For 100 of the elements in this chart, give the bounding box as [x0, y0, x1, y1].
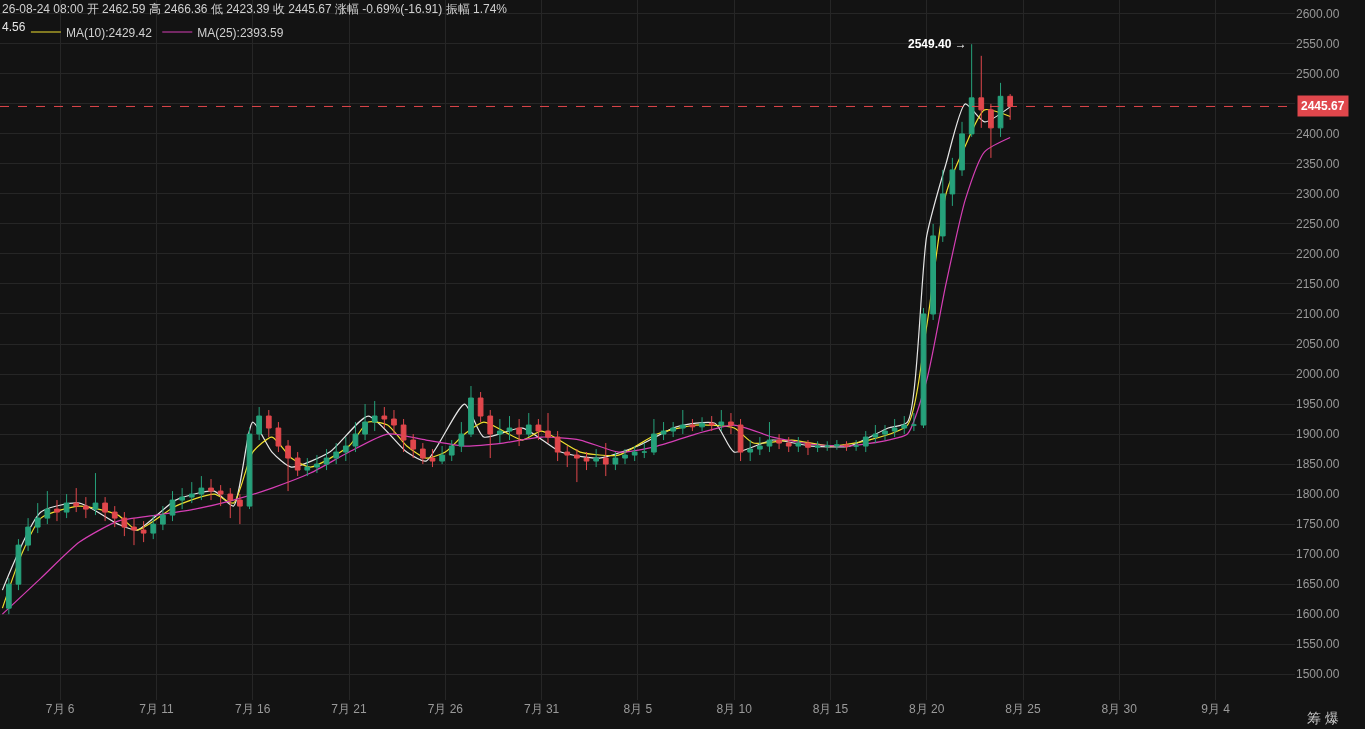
- candlestick: [102, 496, 108, 522]
- candlestick: [756, 436, 763, 456]
- candlestick: [997, 82, 1004, 138]
- annotation: 2549.40 →: [908, 37, 967, 51]
- candlestick: [901, 415, 908, 435]
- candlestick: [679, 409, 686, 435]
- y-tick-label: 2600.00: [1296, 7, 1340, 22]
- x-tick-label: 9月 4: [1201, 702, 1231, 716]
- candlestick: [429, 448, 436, 468]
- candlestick: [651, 418, 657, 456]
- candlestick: [34, 502, 41, 534]
- candlestick: [25, 517, 31, 552]
- candlestick: [448, 439, 455, 462]
- candlestick: [227, 487, 234, 519]
- x-tick-label: 8月 25: [1005, 702, 1041, 716]
- candlestick: [140, 520, 147, 543]
- y-tick-label: 1700.00: [1296, 547, 1340, 562]
- candlestick: [198, 475, 205, 501]
- x-tick-label: 7月 26: [427, 702, 464, 716]
- candlestick: [814, 440, 821, 453]
- candlestick: [111, 505, 118, 528]
- y-tick-label: 1600.00: [1296, 607, 1340, 622]
- y-tick-label: 1650.00: [1296, 577, 1340, 592]
- candlestick: [44, 490, 51, 525]
- candlestick: [939, 169, 946, 243]
- candlestick: [150, 514, 157, 540]
- candlestick: [497, 418, 503, 444]
- candlestick: [333, 442, 340, 465]
- candlestick: [419, 442, 426, 465]
- candlestick: [82, 496, 89, 519]
- x-tick-label: 7月 11: [139, 702, 175, 716]
- candlestick: [285, 439, 291, 492]
- candlestick: [391, 409, 397, 435]
- x-tick-label: 7月 6: [45, 702, 75, 716]
- candlestick: [872, 424, 879, 444]
- candlestick: [602, 442, 609, 477]
- candlestick: [5, 577, 12, 615]
- x-tick-label: 8月 20: [909, 702, 945, 716]
- candlestick: [766, 421, 773, 453]
- candlestick: [862, 430, 869, 453]
- candlestick: [843, 440, 850, 452]
- candlestick: [54, 499, 60, 522]
- candlestick: [410, 433, 417, 459]
- candlestick: [217, 484, 224, 507]
- candlestick: [275, 421, 282, 453]
- ref-line-label: 2445.67: [1301, 99, 1345, 113]
- candlestick: [15, 538, 22, 591]
- legend-label: MA(10):2429.42: [65, 25, 153, 40]
- x-tick-label: 8月 5: [623, 702, 653, 716]
- x-tick-label: 8月 10: [716, 702, 753, 716]
- candlestick: [314, 454, 320, 474]
- candlestick: [882, 424, 888, 441]
- candlestick: [728, 412, 734, 435]
- candlestick: [834, 439, 840, 451]
- candlestick: [930, 223, 936, 321]
- candlestick: [574, 448, 580, 483]
- y-tick-label: 1900.00: [1296, 427, 1340, 442]
- candlestick: [304, 457, 311, 477]
- candlestick: [747, 439, 754, 462]
- candlestick: [525, 412, 532, 438]
- candlestick: [458, 421, 465, 453]
- y-tick-label: 1950.00: [1296, 397, 1340, 412]
- candlestick: [208, 478, 214, 501]
- y-tick-label: 2500.00: [1296, 67, 1340, 82]
- candlestick: [92, 472, 99, 516]
- candlestick: [352, 421, 359, 453]
- y-tick-label: 2350.00: [1296, 157, 1340, 172]
- y-tick-label: 2100.00: [1296, 307, 1340, 322]
- candlestick: [737, 418, 744, 462]
- legend-label: MA(25):2393.59: [197, 25, 284, 40]
- candlestick: [564, 445, 571, 468]
- x-tick-label: 7月 21: [331, 702, 368, 716]
- candlestick: [660, 421, 667, 441]
- candlestick: [342, 436, 349, 462]
- x-tick-label: 8月 15: [812, 702, 849, 716]
- y-tick-label: 2300.00: [1296, 187, 1340, 202]
- candlestick: [891, 418, 898, 438]
- candlestick: [959, 121, 965, 177]
- y-tick-label: 2250.00: [1296, 217, 1340, 232]
- candlestick: [73, 487, 80, 513]
- y-tick-label: 1500.00: [1296, 667, 1340, 682]
- y-tick-label: 2000.00: [1296, 367, 1340, 382]
- candlestick: [256, 406, 263, 441]
- candlestick: [631, 445, 638, 462]
- y-tick-label: 2150.00: [1296, 277, 1340, 292]
- candlestick: [911, 412, 917, 432]
- y-tick-label: 2050.00: [1296, 337, 1340, 352]
- candlestick: [468, 385, 474, 438]
- candlestick: [439, 445, 445, 465]
- candlestick: [593, 448, 600, 468]
- candlestick: [246, 427, 253, 510]
- candlestick: [121, 511, 128, 537]
- candlestick: [622, 448, 628, 465]
- candlestick: [612, 451, 619, 471]
- y-tick-label: 1850.00: [1296, 457, 1340, 472]
- candlestick: [699, 416, 705, 432]
- candlestick: [708, 415, 715, 432]
- candlestick: [920, 307, 927, 429]
- candlestick: [131, 517, 137, 546]
- candlestick: [968, 43, 975, 138]
